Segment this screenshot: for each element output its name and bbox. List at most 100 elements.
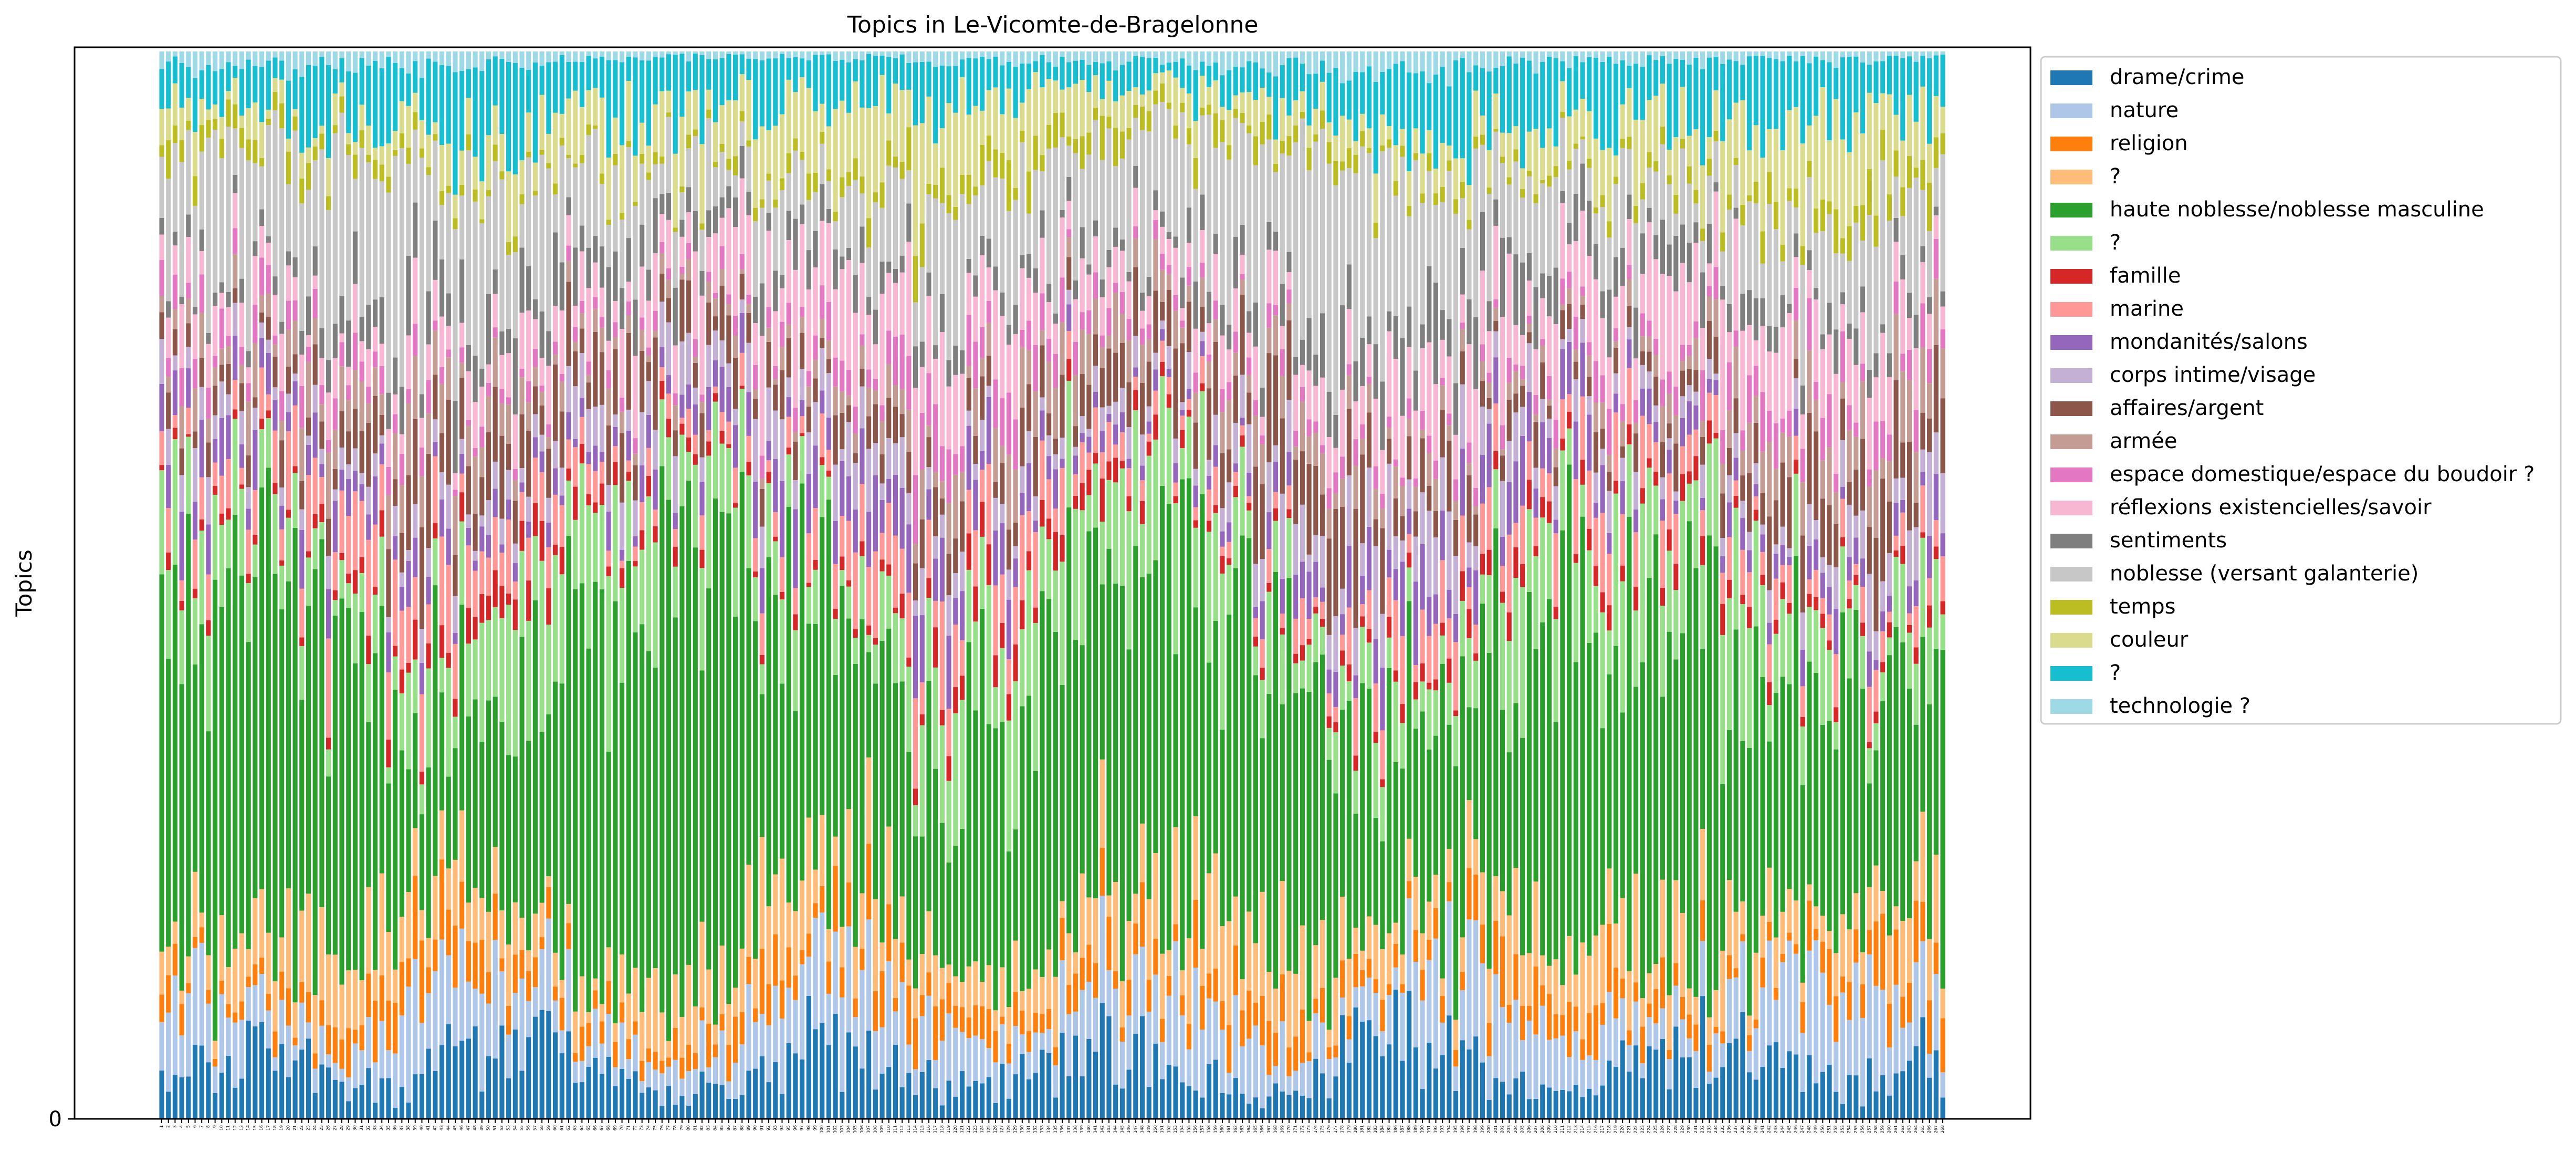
bar-segment [1266,97,1272,115]
bar-segment [1533,488,1538,518]
bar-segment [1300,451,1305,505]
bar-segment [1486,301,1492,331]
bar-segment [1633,422,1639,434]
bar-segment [959,591,965,640]
bar-segment [1313,597,1318,607]
bar-segment [246,1020,251,1119]
bar-segment [840,570,845,586]
bar-segment [1340,51,1345,84]
bar-segment [219,139,224,158]
bar-segment [466,527,471,546]
bar-segment [833,289,838,358]
bar-segment [1173,247,1178,295]
bar-segment [899,548,905,594]
bar-segment [1113,444,1118,458]
bar-segment [286,510,291,518]
bar-segment [986,464,991,545]
bar-segment [319,51,324,57]
bar-segment [1580,942,1585,1040]
bar-segment [1313,74,1318,109]
bar-segment [1340,116,1345,162]
bar-segment [1026,431,1032,464]
bar-segment [1793,473,1799,556]
bar-segment [1306,463,1312,555]
bar-segment [413,112,418,130]
bar-segment [1613,257,1619,297]
bar-segment [266,352,271,394]
bar-segment [1627,1072,1632,1119]
bar-segment [933,358,938,404]
bar-segment [172,428,177,440]
bar-segment [1000,722,1005,968]
bar-segment [1366,688,1372,917]
bar-segment [453,926,458,988]
bar-segment [1099,431,1105,452]
bar-segment [1526,131,1532,171]
bar-segment [1193,422,1198,469]
bar-segment [273,110,278,277]
bar-segment [946,756,951,781]
bar-segment [1747,532,1752,551]
bar-segment [1573,149,1578,194]
bar-segment [1006,88,1011,160]
bar-segment [519,160,525,194]
bar-segment [1460,51,1465,58]
bar-segment [813,918,818,1030]
bar-segment [1093,220,1098,236]
bar-segment [613,1067,618,1086]
bar-segment [473,51,478,68]
bar-segment [693,136,698,211]
bar-segment [559,138,564,146]
bar-segment [899,51,905,55]
bar-segment [1593,207,1598,214]
bar-segment [226,415,231,459]
bar-segment [1113,70,1118,101]
bar-segment [192,539,198,589]
bar-segment [1233,497,1238,568]
bar-segment [1553,486,1558,520]
bar-segment [800,950,805,964]
bar-segment [473,617,478,640]
bar-segment [993,1062,998,1103]
bar-segment [1093,391,1098,408]
bar-segment [172,943,177,976]
bar-segment [1553,533,1558,607]
bar-segment [1473,389,1479,488]
bar-segment [332,358,338,399]
bar-segment [539,311,544,358]
bar-segment [1600,61,1605,150]
bar-segment [753,1022,758,1069]
bar-segment [1693,243,1699,321]
bar-segment [1300,365,1305,387]
bar-segment [279,103,285,129]
bar-segment [1660,84,1665,127]
bar-segment [1013,992,1018,1026]
bar-segment [192,359,198,389]
bar-segment [559,547,564,575]
bar-segment [1227,542,1232,558]
bar-segment [646,1048,651,1062]
bar-segment [1193,469,1198,486]
bar-segment [739,51,745,55]
bar-segment [1513,523,1519,547]
bar-segment [1553,1014,1558,1039]
bar-segment [1266,303,1272,328]
bar-segment [786,902,791,948]
bar-segment [186,323,191,347]
bar-segment [1293,1071,1299,1091]
bar-segment [1247,503,1252,511]
bar-segment [1780,432,1785,463]
bar-segment [552,544,558,555]
bar-segment [860,107,865,176]
bar-segment [906,524,912,593]
bar-segment [1119,585,1125,981]
bar-segment [753,51,758,59]
bar-segment [1720,556,1725,573]
bar-segment [673,1104,678,1119]
bar-segment [1400,769,1405,955]
bar-segment [213,494,218,580]
bar-segment [1620,148,1625,248]
bar-segment [739,1044,745,1095]
bar-segment [586,134,591,248]
bar-segment [1200,263,1205,278]
